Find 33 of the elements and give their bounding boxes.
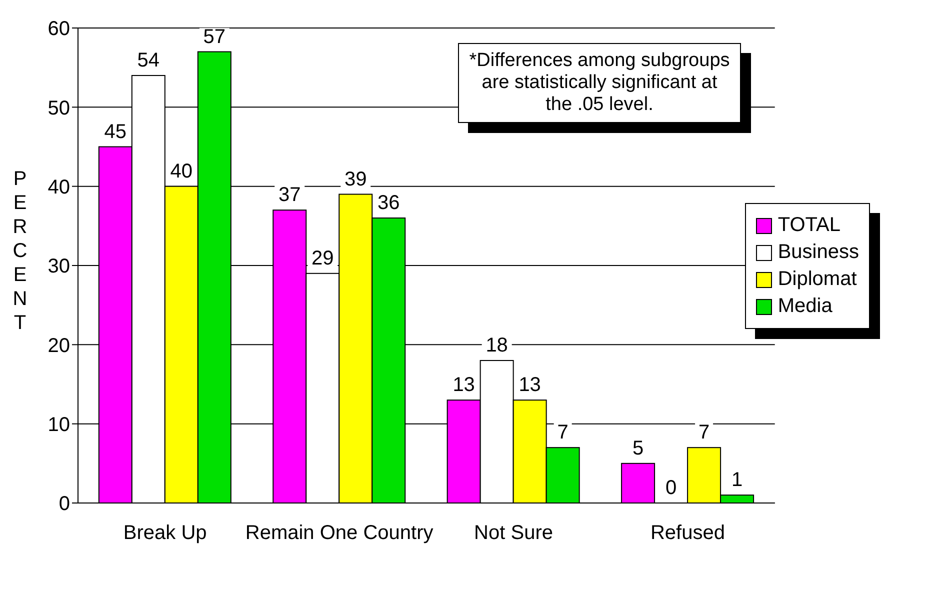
y-axis-title: PERCENT (8, 168, 31, 336)
annotation: *Differences among subgroups are statistically significant at the .05 level. (458, 43, 741, 123)
data-label: 37 (278, 184, 301, 206)
x-tick-label: Not Sure (474, 522, 553, 544)
legend-label: TOTAL (778, 214, 840, 237)
data-label: 29 (311, 247, 334, 270)
data-label: 13 (518, 374, 541, 396)
data-label: 39 (344, 168, 367, 190)
y-tick-label: 40 (48, 176, 70, 198)
y-tick-label: 10 (48, 414, 70, 436)
y-tick-label: 20 (48, 334, 70, 357)
data-label: 40 (170, 160, 193, 182)
legend-label: Diplomat (778, 268, 857, 291)
data-label: 36 (377, 192, 400, 214)
x-tick-label: Break Up (123, 522, 207, 544)
y-tick-label: 60 (48, 18, 70, 40)
x-tick-label: Refused (650, 522, 725, 544)
y-tick-label: 50 (48, 97, 70, 120)
data-label: 54 (137, 50, 160, 72)
y-tick-label: 0 (58, 493, 70, 516)
y-tick-label: 30 (48, 256, 70, 278)
data-label: 13 (452, 374, 475, 396)
data-label: 7 (557, 422, 568, 444)
legend-label: Business (778, 241, 859, 264)
data-label: 18 (486, 334, 508, 356)
data-label: 7 (698, 422, 710, 444)
x-tick-label: Remain One Country (245, 522, 434, 544)
data-label: 57 (203, 26, 226, 48)
data-label: 5 (632, 437, 644, 460)
data-label: 45 (104, 120, 127, 143)
data-label: 1 (731, 469, 743, 492)
data-label: 0 (665, 477, 677, 499)
legend-label: Media (778, 295, 832, 318)
